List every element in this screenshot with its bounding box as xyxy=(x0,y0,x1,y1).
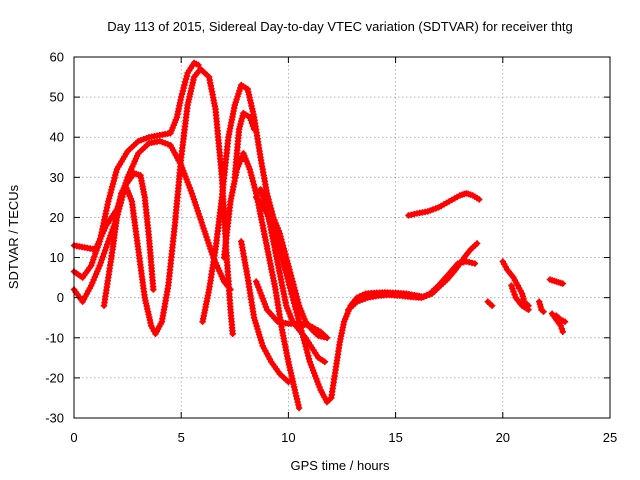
series-markers xyxy=(345,258,479,313)
series-track-12 xyxy=(345,258,479,313)
y-tick-label: -20 xyxy=(45,370,64,385)
y-tick-label: 10 xyxy=(50,250,64,265)
series-track-5 xyxy=(199,81,331,341)
chart-title: Day 113 of 2015, Sidereal Day-to-day VTE… xyxy=(107,19,573,34)
series-track-20 xyxy=(484,298,496,309)
series-track-16 xyxy=(536,298,547,315)
series-line xyxy=(345,259,478,313)
series-markers xyxy=(484,298,496,309)
x-tick-label: 0 xyxy=(70,430,77,445)
series-markers xyxy=(536,298,547,315)
y-tick-label: 50 xyxy=(50,90,64,105)
grid-lines xyxy=(74,57,610,418)
x-tick-label: 20 xyxy=(496,430,510,445)
y-tick-label: 40 xyxy=(50,130,64,145)
x-tick-label: 15 xyxy=(388,430,402,445)
series-markers xyxy=(238,238,292,386)
y-tick-label: -30 xyxy=(45,411,64,426)
series-track-19 xyxy=(553,312,569,325)
series-track-10 xyxy=(238,238,292,386)
series-markers xyxy=(546,276,566,287)
series-track-15 xyxy=(508,282,532,313)
y-tick-label: 20 xyxy=(50,210,64,225)
series-track-4 xyxy=(100,65,236,337)
series-track-7 xyxy=(231,110,258,181)
data-series-layer xyxy=(70,59,569,412)
series-markers xyxy=(508,282,532,313)
y-tick-label: 0 xyxy=(57,290,64,305)
x-tick-label: 5 xyxy=(178,430,185,445)
y-tick-label: 30 xyxy=(50,170,64,185)
series-markers xyxy=(231,110,258,181)
y-tick-label: 60 xyxy=(50,50,64,65)
series-markers xyxy=(553,312,569,325)
y-axis-label: SDTVAR / TECUs xyxy=(6,184,21,289)
series-markers xyxy=(499,258,532,309)
series-track-13 xyxy=(405,190,483,219)
series-markers xyxy=(405,190,483,219)
x-axis-label: GPS time / hours xyxy=(291,458,390,473)
series-track-14 xyxy=(499,258,532,309)
axis-ticks: 0 5 10 15 20 25 -30 -20 -10 0 10 20 30 40 50 60 xyxy=(45,50,617,446)
series-track-18 xyxy=(546,276,566,287)
y-tick-label: -10 xyxy=(45,330,64,345)
plot-area-border xyxy=(73,56,611,419)
x-tick-label: 10 xyxy=(281,430,295,445)
x-tick-label: 25 xyxy=(603,430,617,445)
